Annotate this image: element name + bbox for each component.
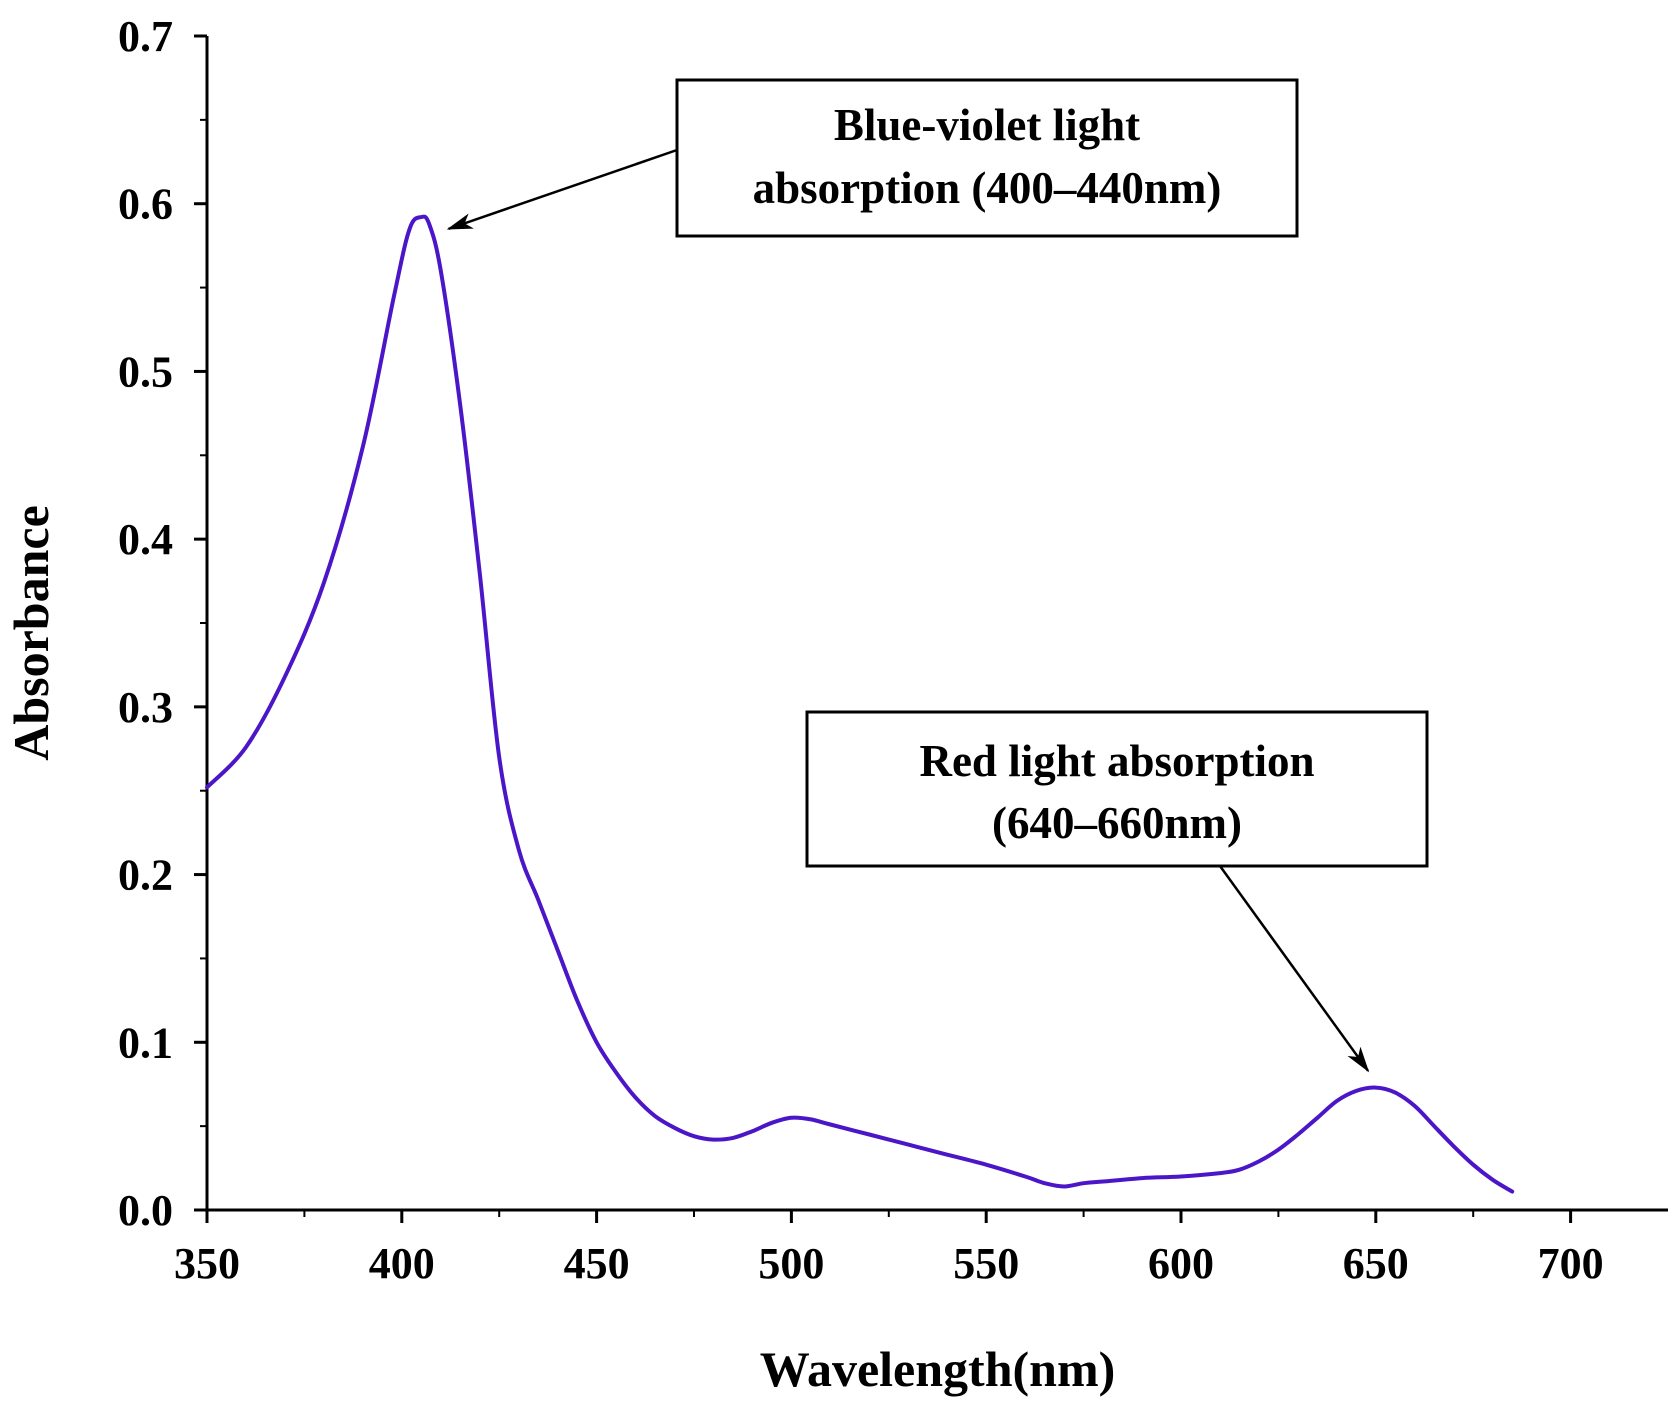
annotation: Blue-violet light absorption (400–440nm) — [446, 78, 1299, 238]
annotation-box — [675, 78, 1299, 238]
ticks: 350 400 450 500 550 600 650 700 0.0 0.1 0.2 0.3 0.4 0… — [118, 12, 1604, 1288]
annotation-arrow — [1218, 865, 1370, 1073]
x-tick-label: 650 — [1343, 1239, 1409, 1288]
x-tick-label: 350 — [174, 1239, 240, 1288]
annotation-arrow — [446, 148, 678, 231]
series-layer — [205, 214, 1515, 1194]
x-tick-label: 600 — [1148, 1239, 1214, 1288]
series-line — [205, 214, 1515, 1194]
x-tick-label: 700 — [1538, 1239, 1604, 1288]
x-tick-label: 400 — [369, 1239, 435, 1288]
y-tick-label: 0.5 — [118, 347, 173, 396]
annotation-layer: Blue-violet light absorption (400–440nm) R… — [446, 78, 1429, 1073]
y-tick-label: 0.6 — [118, 180, 173, 229]
annotation: Red light absorption (640–660nm) — [805, 710, 1429, 1073]
y-tick-label: 0.0 — [118, 1186, 173, 1235]
y-tick-label: 0.3 — [118, 683, 173, 732]
annotation-text: (640–660nm) — [992, 798, 1242, 848]
y-tick-label: 0.1 — [118, 1018, 173, 1067]
y-tick-label: 0.7 — [118, 12, 173, 61]
annotation-text: Red light absorption — [919, 736, 1314, 786]
x-tick-label: 500 — [758, 1239, 824, 1288]
y-tick-label: 0.4 — [118, 515, 173, 564]
x-tick-label: 450 — [564, 1239, 630, 1288]
y-axis-label: Absorbance — [3, 505, 59, 761]
annotation-box — [805, 710, 1429, 868]
annotation-text: Blue-violet light — [834, 100, 1140, 150]
x-tick-label: 550 — [953, 1239, 1019, 1288]
x-axis-label: Wavelength(nm) — [760, 1341, 1116, 1397]
y-tick-label: 0.2 — [118, 851, 173, 900]
annotation-text: absorption (400–440nm) — [753, 163, 1222, 213]
